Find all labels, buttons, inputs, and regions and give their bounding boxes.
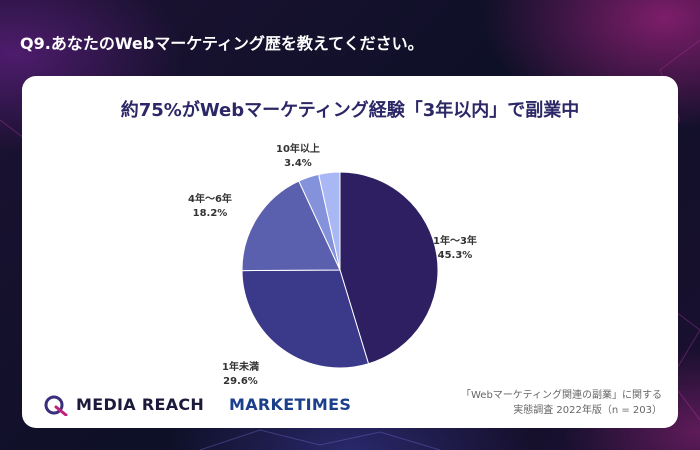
slice-label-4-6-years: 4年〜6年 18.2% <box>188 193 232 221</box>
source-line-2: 実態調査 2022年版（n = 203） <box>513 405 662 416</box>
slice-percent: 45.3% <box>437 250 473 261</box>
slice-label-over-10-years: 10年以上 3.4% <box>276 143 320 171</box>
source-line-1: 「Webマーケティング関連の副業」に関する <box>460 390 662 401</box>
source-note: 「Webマーケティング関連の副業」に関する 実態調査 2022年版（n = 20… <box>461 388 662 418</box>
pie-slice-4 <box>318 171 341 271</box>
slice-percent: 29.6% <box>223 376 258 387</box>
pie-slice-1 <box>241 269 370 369</box>
media-reach-logo-text: MEDIA REACH <box>76 395 205 414</box>
slice-label-1-3-years: 1年〜3年 45.3% <box>433 235 477 263</box>
question-title: Q9.あなたのWebマーケティング歴を教えてください。 <box>20 34 424 53</box>
slice-label-text: 10年以上 <box>276 144 320 155</box>
marketimes-logo-text: MARKETIMES <box>229 395 352 414</box>
slice-label-text: 1年未満 <box>222 362 259 373</box>
pie-chart <box>241 171 439 369</box>
slice-percent: 18.2% <box>192 208 228 219</box>
slice-label-under-1-year: 1年未満 29.6% <box>222 361 259 389</box>
chart-card: 約75%がWebマーケティング経験「3年以内」で副業中 1年〜3年 45.3% … <box>22 76 678 428</box>
slice-label-text: 1年〜3年 <box>433 236 477 247</box>
pie-slice-0 <box>339 171 439 365</box>
pie-slice-2 <box>241 180 341 272</box>
chart-title: 約75%がWebマーケティング経験「3年以内」で副業中 <box>120 100 580 121</box>
slice-label-text: 4年〜6年 <box>188 194 232 205</box>
slice-percent: 3.4% <box>284 158 312 169</box>
media-reach-logo-icon <box>44 395 68 416</box>
